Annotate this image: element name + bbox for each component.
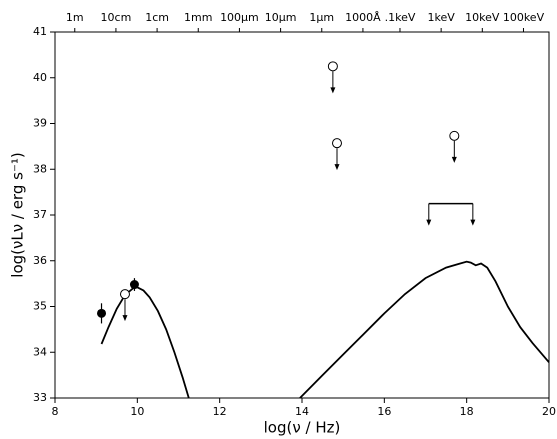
detection [97,308,107,318]
x-tick-label: 18 [460,405,474,418]
y-tick-label: 40 [33,71,47,84]
y-tick-label: 38 [33,162,47,175]
y-tick-label: 41 [33,25,47,38]
top-tick-label: 100μm [220,11,259,24]
limit-arrow-head [122,315,128,322]
top-tick-label: 1000Å [345,11,381,24]
upper-limit [331,138,342,149]
model-curve [100,260,550,399]
x-tick-label: 20 [542,405,556,418]
y-tick-label: 33 [33,391,47,404]
upper-limit [119,289,130,300]
x-tick-label: 16 [377,405,391,418]
y-tick-label: 34 [33,345,47,358]
band-arrow-head [470,219,476,226]
top-tick-label: 1cm [145,11,169,24]
upper-limit [327,61,338,72]
detection [129,280,139,290]
limit-arrow-head [334,164,340,171]
y-tick-label: 35 [33,300,47,313]
limit-arrow-head [451,156,457,163]
y-tick-label: 37 [33,208,47,221]
x-tick-label: 14 [295,405,309,418]
y-tick-label: 39 [33,117,47,130]
x-axis-label: log(ν / Hz) [264,419,341,437]
y-axis-label: log(νLν / erg s⁻¹) [9,152,27,277]
top-tick-label: .1keV [385,11,416,24]
x-tick-label: 12 [213,405,227,418]
y-tick-label: 36 [33,254,47,267]
upper-limit [449,130,460,141]
limit-arrow-head [330,87,336,94]
top-tick-label: 10cm [101,11,132,24]
top-tick-label: 10keV [465,11,500,24]
x-tick-label: 10 [130,405,144,418]
plot-frame [54,31,550,399]
top-tick-label: 10μm [265,11,297,24]
top-tick-label: 1m [66,11,84,24]
top-tick-label: 1μm [309,11,334,24]
top-tick-label: 1keV [428,11,456,24]
x-tick-label: 8 [52,405,59,418]
top-tick-label: 100keV [503,11,545,24]
band-arrow-head [426,219,432,226]
top-tick-label: 1mm [184,11,212,24]
